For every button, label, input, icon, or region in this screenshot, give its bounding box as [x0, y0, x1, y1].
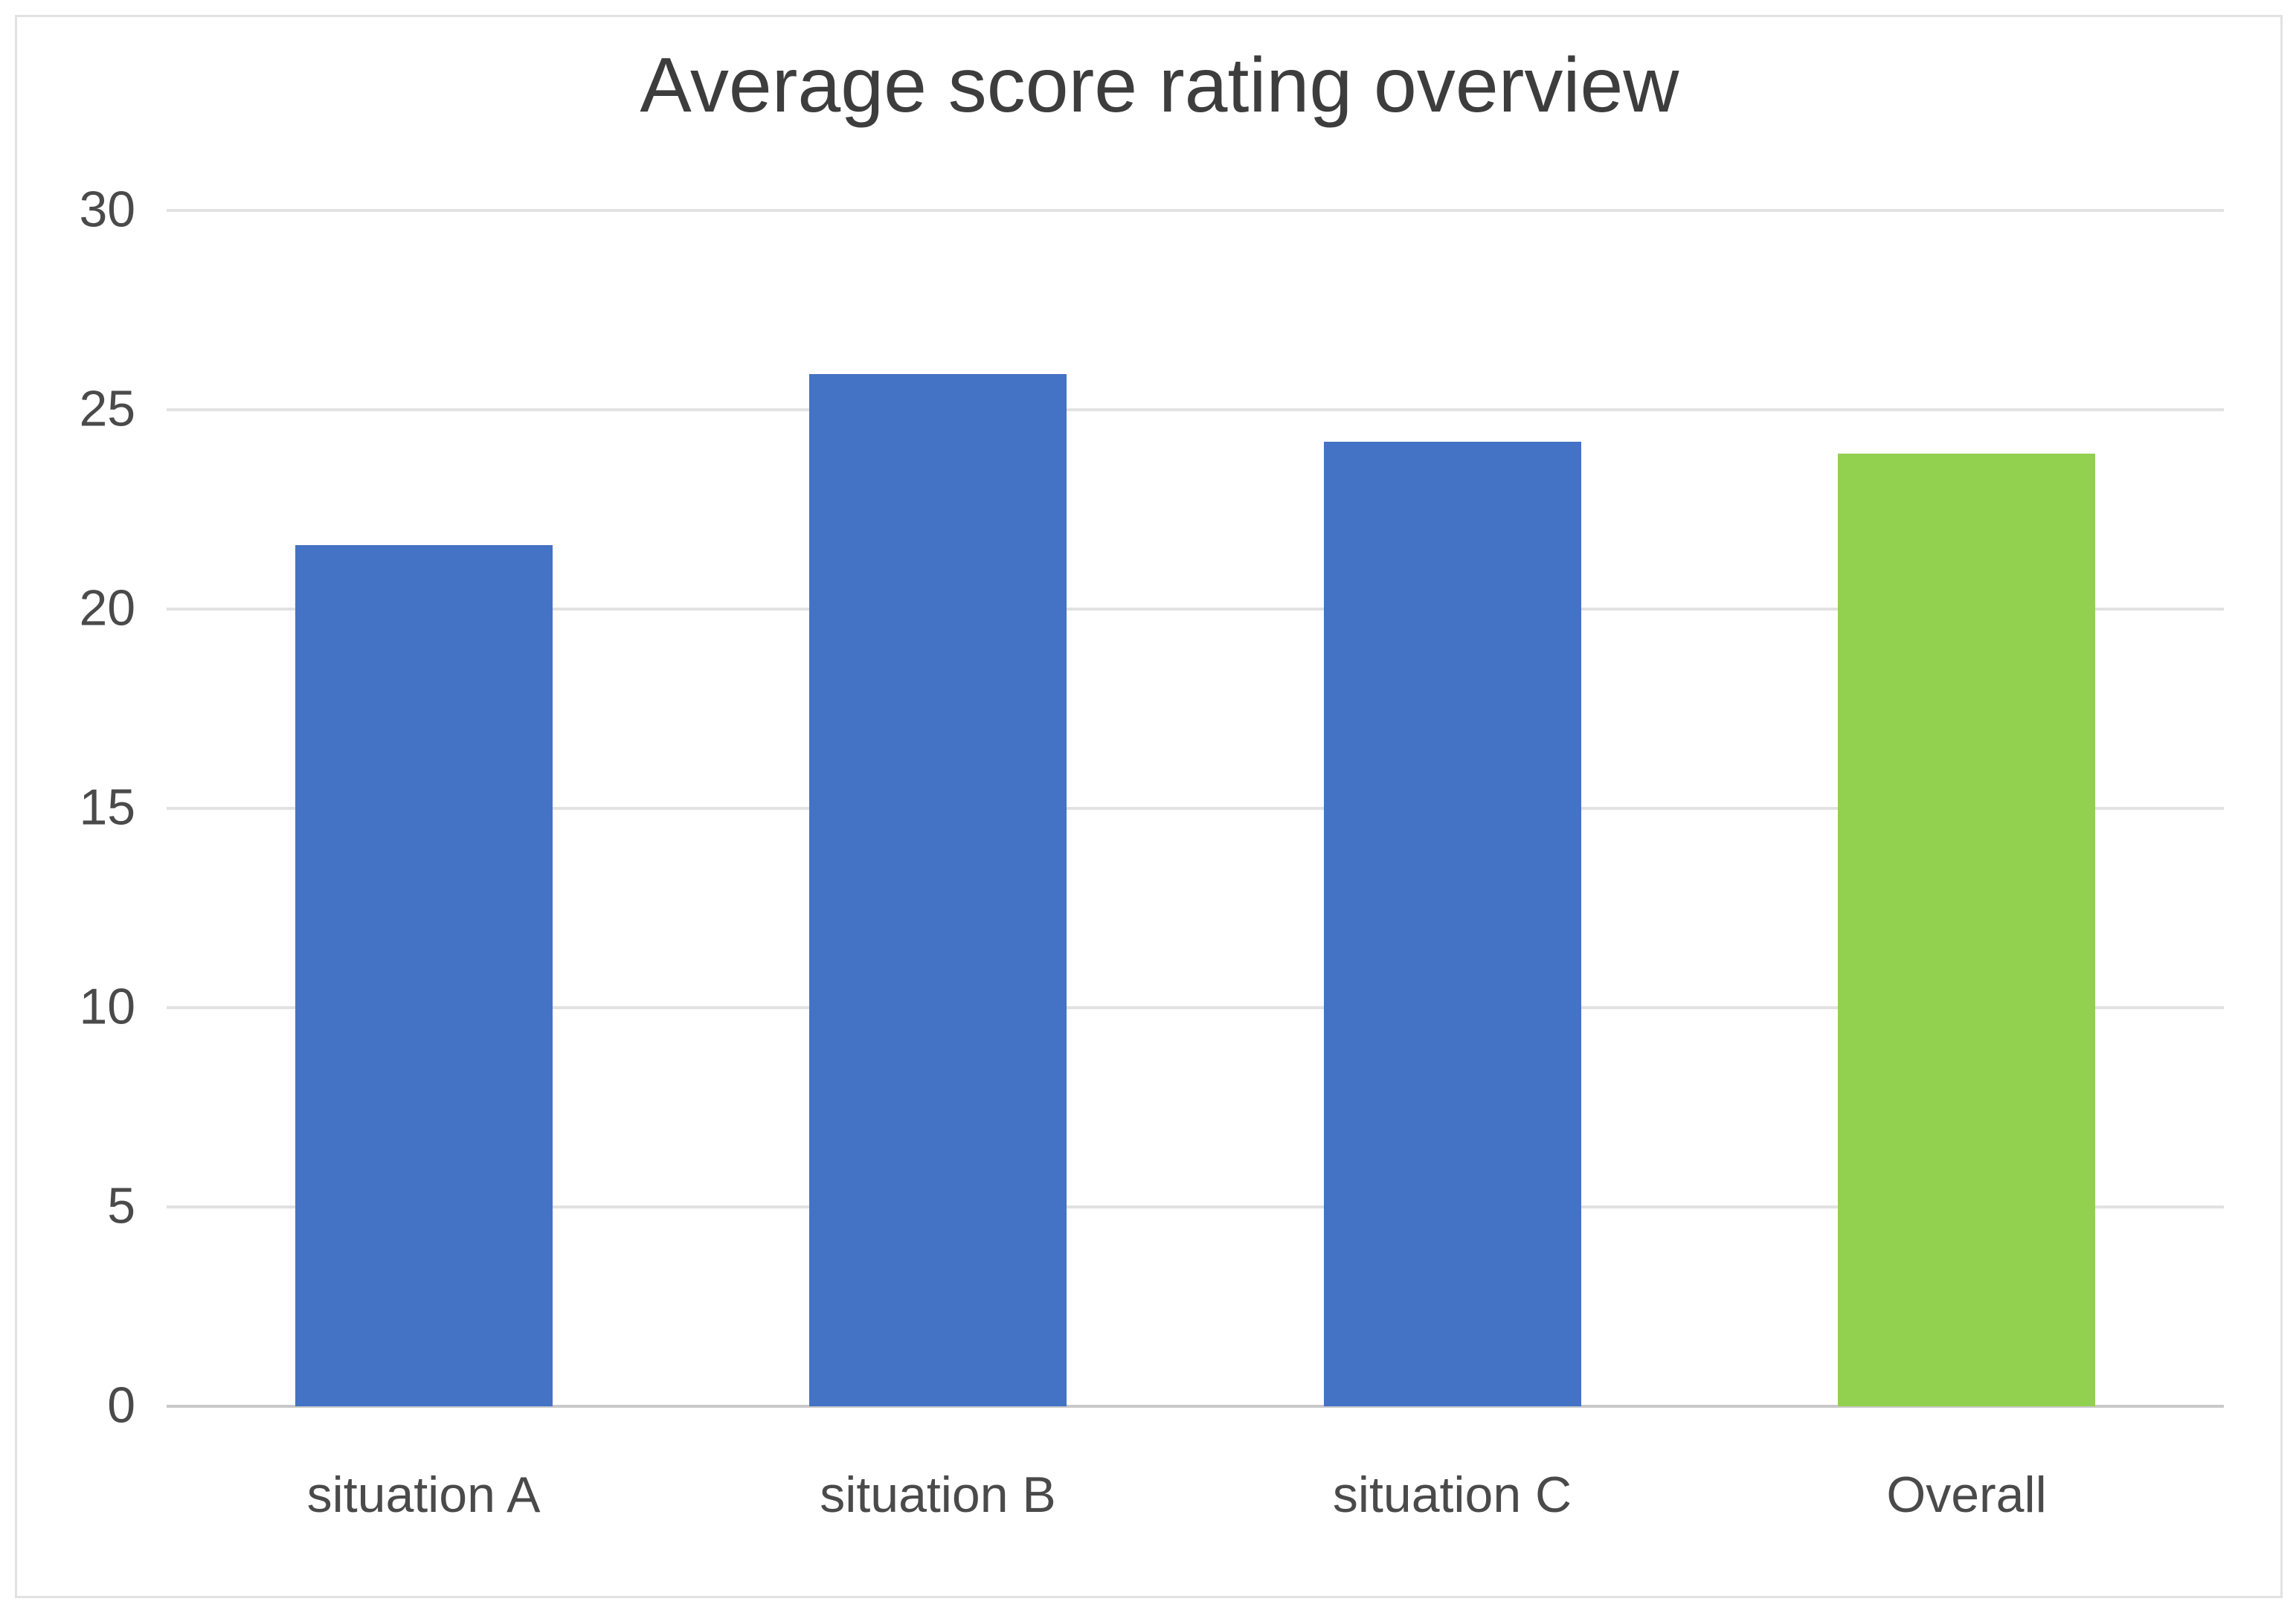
chart-title: Average score rating overview	[640, 42, 1679, 129]
bar-situation-b	[809, 373, 1067, 1406]
bar-situation-a	[295, 545, 553, 1406]
gridline-5	[166, 1205, 2224, 1208]
y-tick-label-25: 25	[79, 380, 136, 437]
y-tick-label-0: 0	[107, 1377, 136, 1434]
y-tick-label-15: 15	[79, 779, 136, 836]
gridline-30	[166, 208, 2224, 212]
y-tick-label-5: 5	[107, 1177, 136, 1234]
bar-situation-c	[1323, 441, 1581, 1406]
gridline-15	[166, 806, 2224, 810]
y-tick-label-10: 10	[79, 978, 136, 1035]
y-tick-label-20: 20	[79, 579, 136, 637]
x-axis-label-situation-a: situation A	[306, 1466, 541, 1523]
x-axis-label-overall: Overall	[1886, 1466, 2047, 1523]
bar-overall	[1837, 453, 2096, 1406]
y-tick-label-30: 30	[79, 181, 136, 238]
gridline-10	[166, 1005, 2224, 1009]
gridline-25	[166, 408, 2224, 411]
x-axis-label-situation-c: situation C	[1332, 1466, 1572, 1523]
x-axis-label-situation-b: situation B	[820, 1466, 1056, 1523]
gridline-20	[166, 607, 2224, 611]
gridline-0	[166, 1404, 2224, 1408]
